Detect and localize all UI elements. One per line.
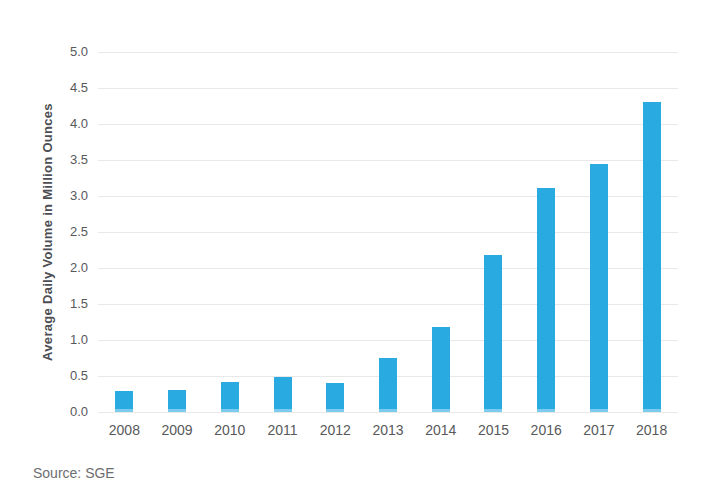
- y-tick-label-3.5: 3.5: [0, 152, 88, 168]
- y-tick-label-4.5: 4.5: [0, 80, 88, 96]
- y-tick-label-2.5: 2.5: [0, 224, 88, 240]
- bar-2016: [537, 188, 555, 412]
- gridline-3.5: [98, 160, 678, 161]
- bar-2013: [379, 358, 397, 412]
- y-tick-label-1.0: 1.0: [0, 332, 88, 348]
- bar-2017: [590, 164, 608, 412]
- bar-2018: [643, 102, 661, 412]
- bar-2011: [274, 377, 292, 412]
- bar-2014: [432, 327, 450, 412]
- bar-2010: [221, 382, 239, 412]
- y-tick-label-5.0: 5.0: [0, 44, 88, 60]
- bar-chart: Average Daily Volume in Million Ounces 0…: [0, 0, 720, 500]
- y-tick-label-0.0: 0.0: [0, 404, 88, 420]
- bar-2009: [168, 390, 186, 412]
- x-tick-label-2018: 2018: [612, 422, 692, 439]
- gridline-4.0: [98, 124, 678, 125]
- y-tick-label-0.5: 0.5: [0, 368, 88, 384]
- plot-area: [98, 52, 678, 412]
- y-tick-label-4.0: 4.0: [0, 116, 88, 132]
- source-note: Source: SGE: [33, 465, 115, 481]
- bar-2015: [484, 255, 502, 412]
- gridline-4.5: [98, 88, 678, 89]
- y-tick-label-3.0: 3.0: [0, 188, 88, 204]
- bar-2012: [326, 383, 344, 412]
- y-tick-label-1.5: 1.5: [0, 296, 88, 312]
- bar-2008: [115, 391, 133, 412]
- y-tick-label-2.0: 2.0: [0, 260, 88, 276]
- gridline-5.0: [98, 52, 678, 53]
